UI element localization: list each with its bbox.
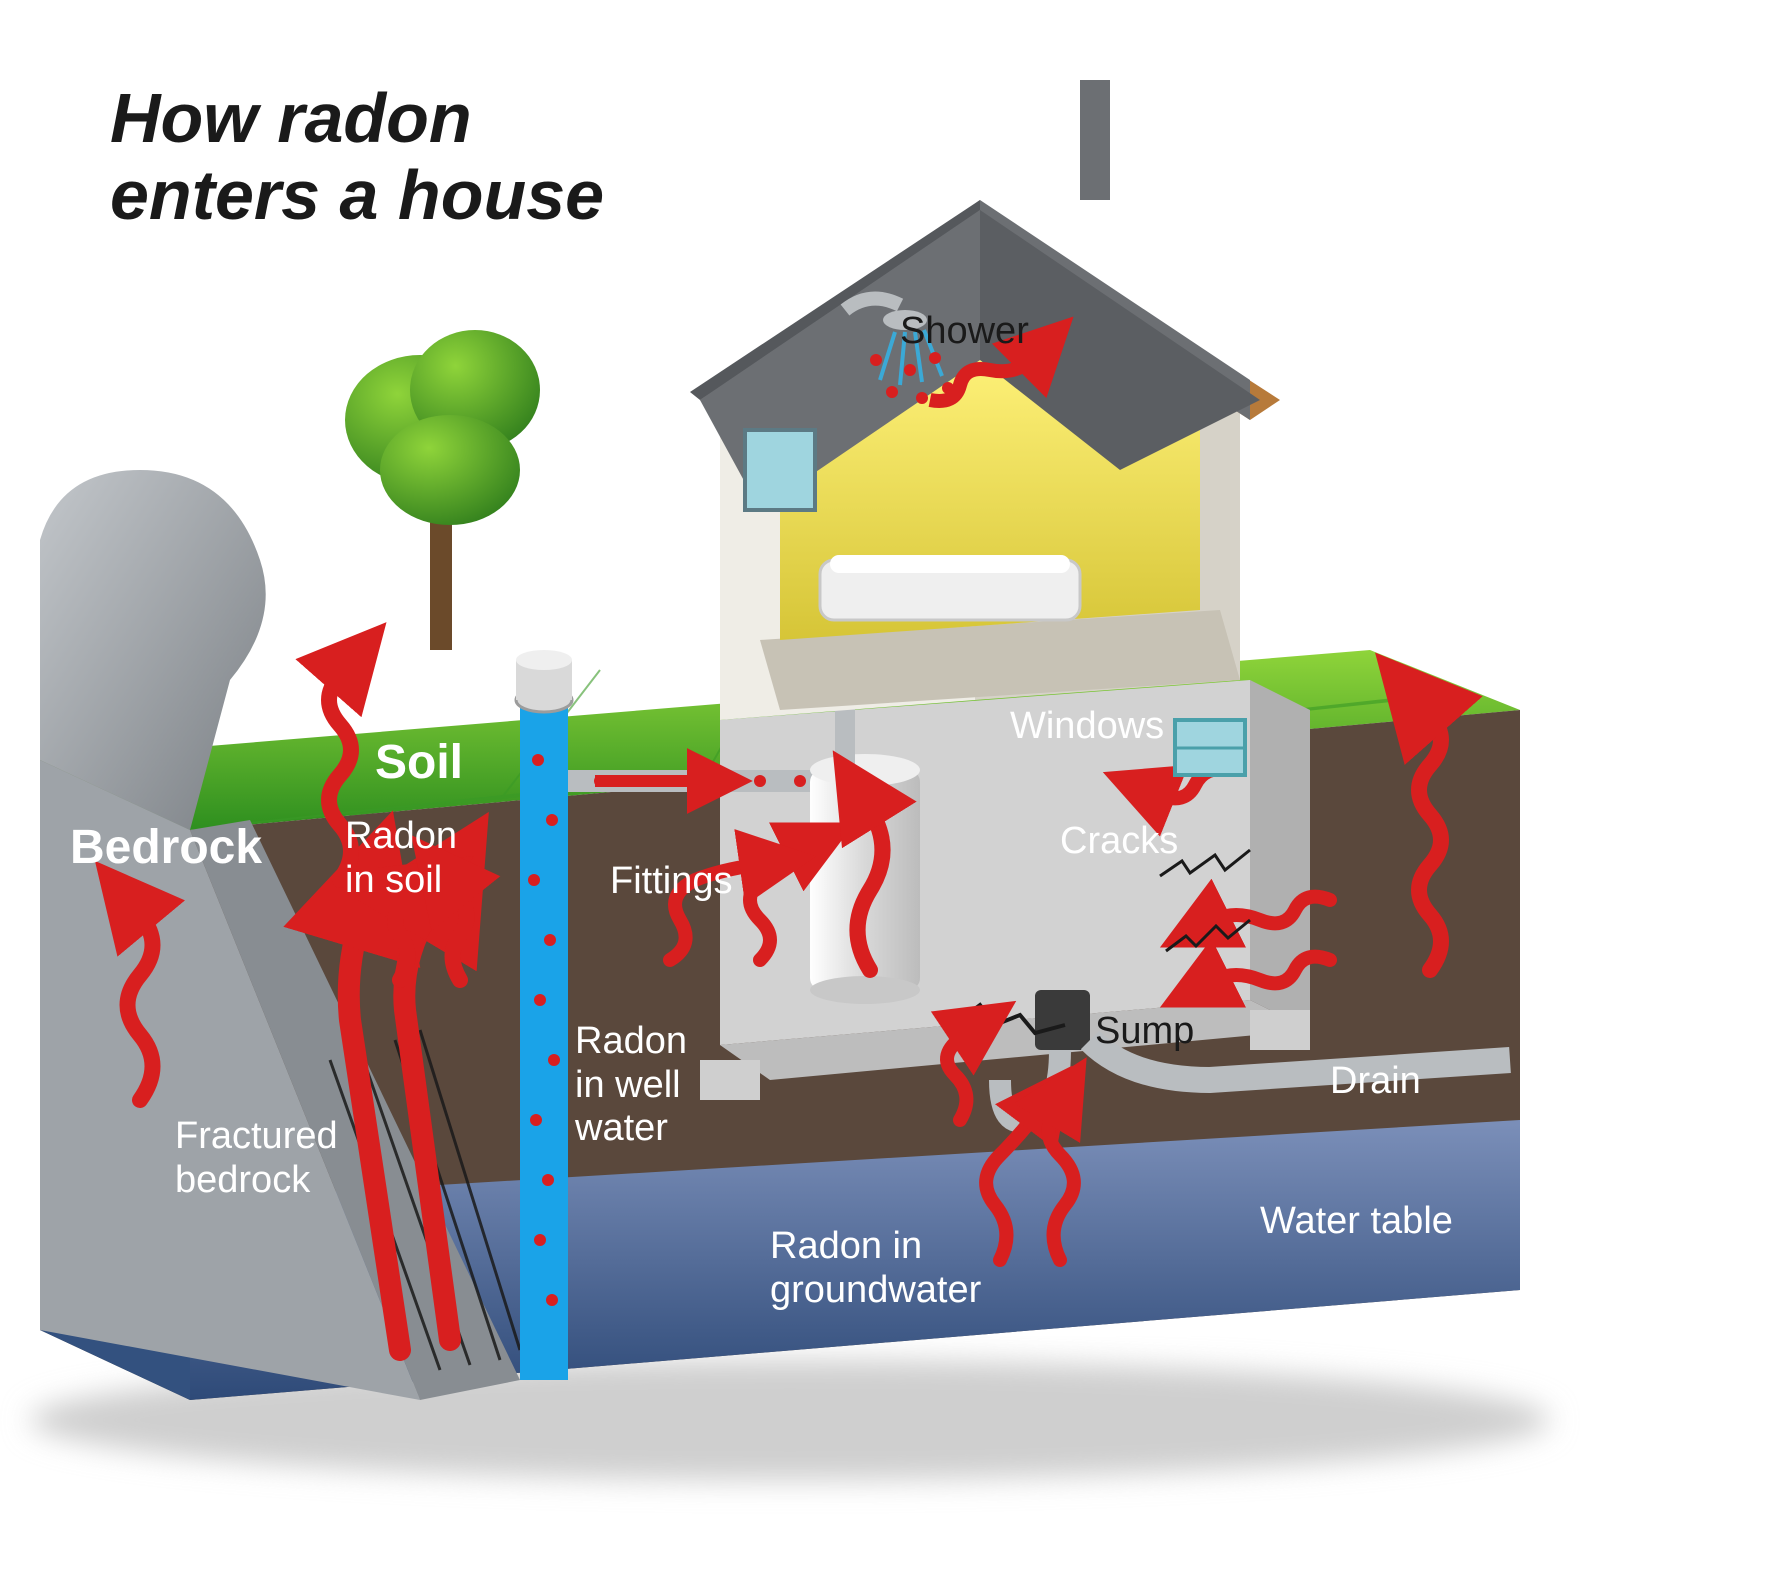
label-windows: Windows [1010, 705, 1164, 749]
title-line2: enters a house [110, 156, 604, 234]
house [690, 80, 1280, 720]
label-cracks: Cracks [1060, 820, 1178, 864]
diagram-title: How radon enters a house [110, 80, 604, 234]
label-groundwater: Radon in groundwater [770, 1225, 981, 1312]
diagram-svg [0, 0, 1784, 1576]
label-fittings: Fittings [610, 860, 732, 904]
basement-window [1175, 720, 1245, 775]
well [516, 650, 572, 1380]
label-bedrock: Bedrock [70, 820, 262, 875]
label-sump: Sump [1095, 1010, 1194, 1054]
label-fractured: Fractured bedrock [175, 1115, 338, 1202]
label-shower: Shower [900, 310, 1029, 354]
tree [345, 330, 540, 650]
label-radon-soil: Radon in soil [345, 815, 457, 902]
pipe-well-to-tank [568, 770, 818, 792]
label-soil: Soil [375, 735, 463, 790]
label-drain: Drain [1330, 1060, 1421, 1104]
label-radon-well: Radon in well water [575, 1020, 687, 1151]
title-line1: How radon [110, 79, 472, 157]
diagram-stage: How radon enters a house Bedrock Soil Ra… [0, 0, 1784, 1576]
label-watertable: Water table [1260, 1200, 1453, 1244]
